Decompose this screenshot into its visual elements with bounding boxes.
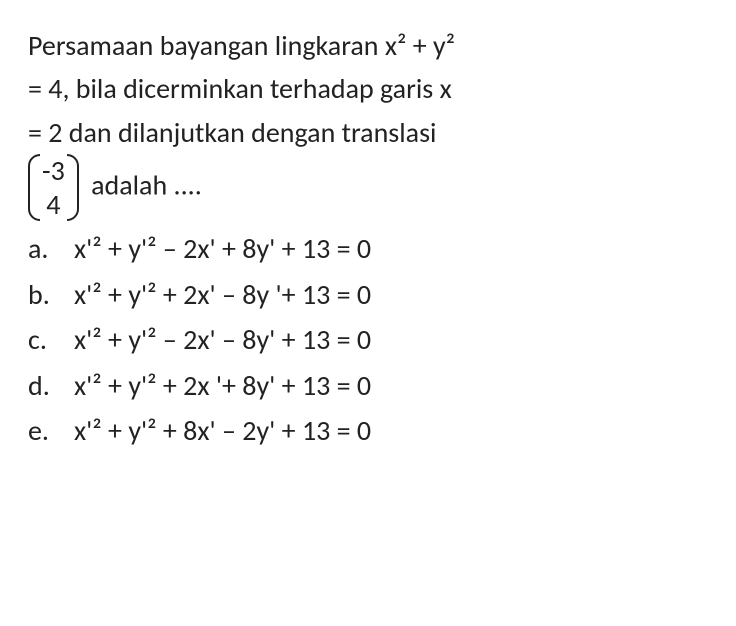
question-line-1: Persamaan bayangan lingkaran x² + y² [28, 24, 708, 67]
option-letter: a. [28, 227, 74, 270]
question-stem: Persamaan bayangan lingkaran x² + y² = 4… [28, 24, 708, 221]
option-d: d. x'² + y'² + 2x '+ 8y' + 13 = 0 [28, 364, 708, 407]
question-line-3: = 2 dan dilanjutkan dengan translasi [28, 111, 708, 154]
option-e: e. x'² + y'² + 8x' – 2y' + 13 = 0 [28, 409, 708, 452]
option-a: a. x'² + y'² – 2x' + 8y' + 13 = 0 [28, 227, 708, 270]
q-eq-1: x² + y² [385, 28, 455, 63]
question-line-4: -3 4 adalah .... [28, 154, 708, 221]
option-expression: x'² + y'² + 2x '+ 8y' + 13 = 0 [74, 364, 371, 407]
option-b: b. x'² + y'² + 2x' – 8y '+ 13 = 0 [28, 273, 708, 316]
q-text-1: Persamaan bayangan lingkaran [28, 28, 385, 63]
option-expression: x'² + y'² + 8x' – 2y' + 13 = 0 [74, 409, 371, 452]
question-line-2: = 4, bila dicerminkan terhadap garis x [28, 67, 708, 110]
option-letter: c. [28, 318, 74, 361]
option-letter: e. [28, 409, 74, 452]
matrix-bottom: 4 [46, 188, 60, 222]
translation-vector: -3 4 [28, 154, 79, 221]
answer-options: a. x'² + y'² – 2x' + 8y' + 13 = 0 b. x'²… [28, 227, 708, 452]
matrix-top: -3 [42, 154, 65, 188]
option-expression: x'² + y'² – 2x' – 8y' + 13 = 0 [74, 318, 371, 361]
option-expression: x'² + y'² + 2x' – 8y '+ 13 = 0 [74, 273, 371, 316]
option-letter: d. [28, 364, 74, 407]
option-c: c. x'² + y'² – 2x' – 8y' + 13 = 0 [28, 318, 708, 361]
option-expression: x'² + y'² – 2x' + 8y' + 13 = 0 [74, 227, 371, 270]
q-after-matrix: adalah .... [85, 167, 202, 202]
option-letter: b. [28, 273, 74, 316]
